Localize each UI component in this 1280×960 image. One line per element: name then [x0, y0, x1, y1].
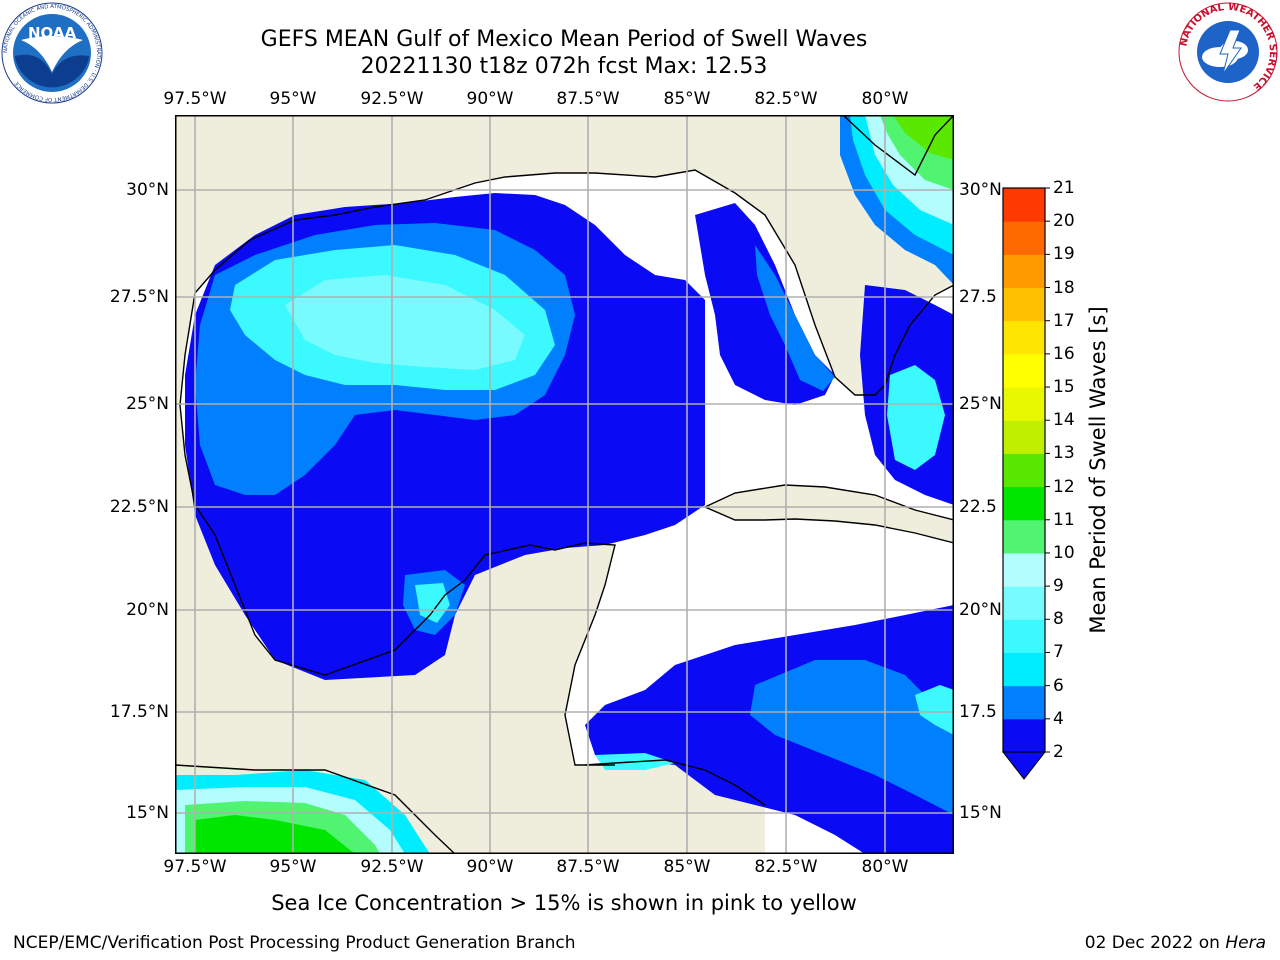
latitude-tick-right: 15°N	[959, 803, 1002, 823]
latitude-tick-left: 27.5°N	[109, 287, 169, 307]
longitude-tick-bottom: 97.5°W	[163, 857, 227, 877]
colorbar-tick-label: 9	[1053, 576, 1064, 597]
sea-ice-note: Sea Ice Concentration > 15% is shown in …	[271, 891, 857, 915]
period-7-8-western-gulf	[285, 275, 525, 370]
run-date: 02 Dec 2022 on Hera	[1085, 933, 1266, 953]
colorbar-tick-label: 10	[1053, 542, 1075, 563]
period-6-7-bay-of-campeche	[415, 583, 450, 623]
colorbar-swatch	[1003, 420, 1045, 454]
colorbar-tick-label: 11	[1053, 509, 1075, 530]
longitude-tick-bottom: 95°W	[269, 857, 317, 877]
colorbar-tick-label: 20	[1053, 211, 1075, 232]
longitude-tick-bottom: 82.5°W	[754, 857, 818, 877]
colorbar-tick-label: 12	[1053, 476, 1075, 497]
swell-period-map	[175, 115, 954, 854]
latitude-tick-left: 20°N	[126, 600, 169, 620]
latitude-tick-right: 25°N	[959, 394, 1002, 414]
colorbar-swatch	[1003, 254, 1045, 289]
period-4-6-caribbean	[750, 660, 954, 815]
latitude-tick-right: 27.5	[959, 287, 997, 307]
colorbar-tick-label: 21	[1053, 178, 1075, 198]
map-frame	[175, 115, 954, 854]
latitude-tick-left: 17.5°N	[109, 702, 169, 722]
colorbar-swatch	[1003, 320, 1045, 355]
latitude-tick-left: 30°N	[126, 180, 169, 200]
colorbar-swatch	[1003, 188, 1045, 222]
colorbar-tick-label: 13	[1053, 443, 1075, 464]
colorbar-tick-label: 17	[1053, 310, 1075, 331]
latitude-tick-left: 25°N	[126, 394, 169, 414]
colorbar-frame	[1002, 187, 1046, 753]
latitude-tick-right: 30°N	[959, 180, 1002, 200]
cuba-land	[705, 485, 954, 543]
period-10-11-eastern-pacific	[195, 815, 355, 854]
colorbar-swatch	[1003, 519, 1045, 554]
longitude-tick-top: 97.5°W	[163, 89, 227, 109]
colorbar-swatch	[1003, 387, 1045, 421]
colorbar-swatch	[1003, 353, 1045, 388]
longitude-tick-top: 90°W	[466, 89, 514, 109]
graticule	[175, 115, 954, 854]
swell-period-fill	[175, 115, 954, 854]
colorbar-tick-label: 8	[1053, 609, 1064, 630]
period-6-7-caribbean	[915, 685, 954, 735]
colorbar-tick-label: 15	[1053, 377, 1075, 398]
colorbar-swatch	[1003, 453, 1045, 488]
colorbar-swatch	[1003, 552, 1045, 587]
longitude-tick-bottom: 90°W	[466, 857, 514, 877]
colorbar-swatch	[1003, 718, 1045, 753]
latitude-tick-left: 15°N	[126, 803, 169, 823]
period-10-11-atlantic	[893, 115, 954, 160]
longitude-tick-bottom: 85°W	[663, 857, 711, 877]
colorbar-swatch	[1003, 287, 1045, 322]
colorbar-tick-label: 6	[1053, 675, 1064, 696]
colorbar-tick-label: 14	[1053, 410, 1075, 431]
colorbar	[1001, 187, 1050, 780]
longitude-tick-top: 82.5°W	[754, 89, 818, 109]
map-title: GEFS MEAN Gulf of Mexico Mean Period of …	[260, 27, 868, 52]
longitude-tick-bottom: 87.5°W	[556, 857, 620, 877]
run-date-text: 02 Dec 2022 on	[1084, 933, 1226, 953]
period-6-7-florida-straits	[887, 365, 945, 470]
host-name: Hera	[1225, 933, 1266, 953]
colorbar-extend-arrow	[1001, 751, 1047, 780]
longitude-tick-top: 95°W	[269, 89, 317, 109]
latitude-tick-right: 20°N	[959, 600, 1002, 620]
forecast-subtitle: 20221130 t18z 072h fcst Max: 12.53	[360, 54, 768, 79]
colorbar-label: Mean Period of Swell Waves [s]	[1086, 306, 1110, 634]
colorbar-swatch	[1003, 586, 1045, 620]
colorbar-tick-label: 16	[1053, 343, 1075, 364]
latitude-tick-right: 17.5	[959, 702, 997, 722]
noaa-logo: NATIONAL OCEANIC AND ATMOSPHERIC ADMINIS…	[1, 2, 103, 104]
colorbar-swatch	[1003, 652, 1045, 687]
colorbar-swatch	[1003, 685, 1045, 720]
longitude-tick-top: 85°W	[663, 89, 711, 109]
colorbar-swatch	[1003, 486, 1045, 521]
period-4-6-florida-shelf	[755, 245, 835, 391]
colorbar-tick-label: 18	[1053, 277, 1075, 298]
noaa-logo-text: NOAA	[28, 24, 77, 42]
colorbar-tick-label: 7	[1053, 642, 1064, 663]
longitude-tick-top: 92.5°W	[360, 89, 424, 109]
longitude-tick-top: 87.5°W	[556, 89, 620, 109]
producer-credit: NCEP/EMC/Verification Post Processing Pr…	[13, 933, 576, 953]
longitude-tick-bottom: 80°W	[861, 857, 909, 877]
colorbar-tick-label: 4	[1053, 708, 1064, 729]
longitude-tick-top: 80°W	[861, 89, 909, 109]
colorbar-tick-label: 19	[1053, 244, 1075, 265]
nws-logo: NATIONAL WEATHER SERVICE	[1178, 2, 1278, 102]
latitude-tick-left: 22.5°N	[109, 497, 169, 517]
longitude-tick-bottom: 92.5°W	[360, 857, 424, 877]
colorbar-swatch	[1003, 619, 1045, 653]
latitude-tick-right: 22.5	[959, 497, 997, 517]
colorbar-swatch	[1003, 221, 1045, 255]
colorbar-tick-label: 2	[1053, 742, 1064, 762]
